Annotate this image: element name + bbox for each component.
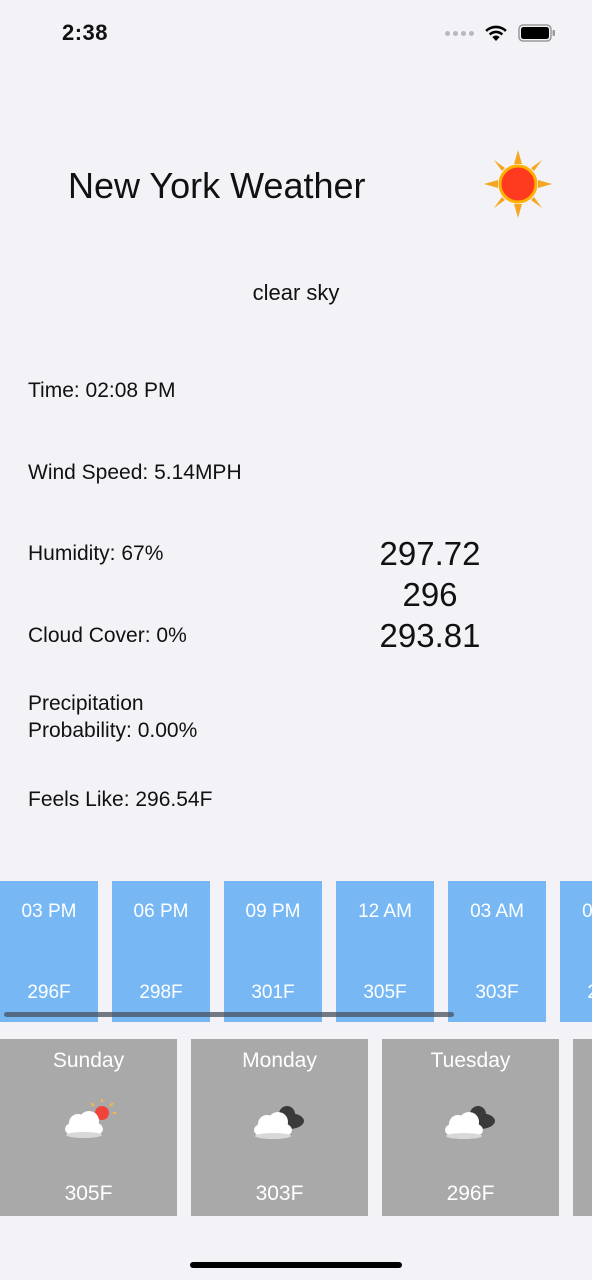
day-name: Sunday [52,1049,125,1072]
home-indicator[interactable] [190,1262,402,1268]
daily-card[interactable] [573,1039,592,1216]
hour-temp: 296F [27,982,71,1003]
sun-icon [484,150,552,218]
daily-card[interactable]: Tuesday 296F [382,1039,559,1216]
hour-time: 03 PM [21,901,77,922]
hourly-card[interactable]: 03 AM 303F [448,881,546,1022]
sun-behind-cloud-icon [65,1099,116,1138]
hour-time: 06 AM [582,901,592,922]
hour-time: 06 PM [133,901,189,922]
hourly-forecast-scroll[interactable]: 03 PM 296F 06 PM 298F 09 PM 301F 12 AM 3… [0,881,592,1022]
temperature-values: 297.72 296 293.81 [350,533,510,656]
battery-icon [518,24,555,42]
precipitation-line-1: Precipitation [28,692,144,715]
daily-card[interactable]: Monday 303F [191,1039,368,1216]
hour-time: 03 AM [470,901,524,922]
feels-like-label: Feels Like: 296.54F [28,788,213,811]
day-temp: 296F [446,1182,495,1205]
day-name: Tuesday [430,1049,511,1072]
signal-icon [445,30,474,36]
hour-temp: 301F [251,982,295,1003]
cloudy-icon [254,1106,304,1139]
max-temp: 296 [402,576,458,613]
cloudy-icon [445,1106,495,1139]
hourly-card[interactable]: 06 AM 299F [560,881,592,1022]
hourly-card[interactable]: 03 PM 296F [0,881,98,1022]
day-temp: 303F [255,1182,304,1205]
hourly-card[interactable]: 06 PM 298F [112,881,210,1022]
hour-time: 09 PM [245,901,301,922]
min-temp: 293.81 [379,617,481,654]
humidity-label: Humidity: 67% [28,542,164,565]
hourly-card[interactable]: 12 AM 305F [336,881,434,1022]
day-name: Monday [242,1049,317,1072]
daily-forecast-scroll[interactable]: Sunday 305F Monday [0,1039,592,1216]
cloud-cover-label: Cloud Cover: 0% [28,624,187,647]
hour-temp: 298F [139,982,183,1003]
wifi-icon [485,25,507,41]
hour-temp: 303F [475,982,519,1003]
page-title: New York Weather [68,165,366,206]
daily-card[interactable]: Sunday 305F [0,1039,177,1216]
status-time: 2:38 [62,20,109,45]
wind-speed-label: Wind Speed: 5.14MPH [28,461,242,484]
precipitation-label: Precipitation Probability: 0.00% [28,690,197,744]
hour-temp: 305F [363,982,407,1003]
time-label: Time: 02:08 PM [28,379,176,402]
precipitation-line-2: Probability: 0.00% [28,719,198,742]
status-icons [445,24,556,42]
current-temp: 297.72 [379,535,481,572]
hourly-scrollbar[interactable] [4,1012,454,1017]
hour-time: 12 AM [358,901,412,922]
hour-temp: 299F [560,982,592,1004]
weather-description: clear sky [252,280,340,305]
day-temp: 305F [64,1182,113,1205]
hourly-card[interactable]: 09 PM 301F [224,881,322,1022]
